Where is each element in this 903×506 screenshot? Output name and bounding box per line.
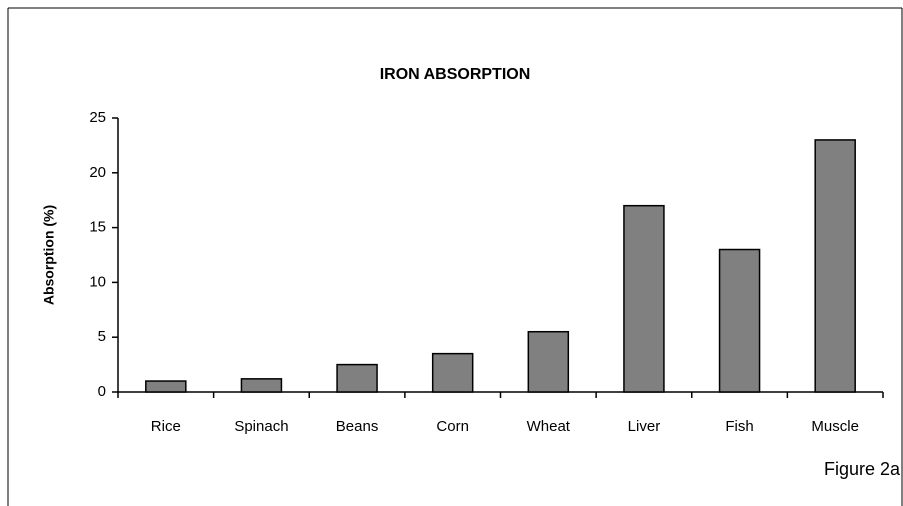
x-tick-label: Rice xyxy=(151,418,181,435)
bar xyxy=(431,352,474,393)
x-tick-label: Liver xyxy=(628,418,661,435)
x-tick-label: Beans xyxy=(336,418,379,435)
y-tick-label: 0 xyxy=(98,383,106,400)
x-tick-label: Wheat xyxy=(527,418,571,435)
y-tick-label: 20 xyxy=(89,164,106,181)
y-tick-label: 15 xyxy=(89,219,106,236)
bar xyxy=(814,139,856,393)
x-tick-label: Fish xyxy=(725,418,753,435)
y-tick-label: 5 xyxy=(98,328,106,345)
bar xyxy=(336,363,378,393)
annotation: Figure 2a xyxy=(824,459,901,479)
y-tick-label: 25 xyxy=(89,109,106,126)
bar xyxy=(240,378,283,393)
chart-title: IRON ABSORPTION xyxy=(380,66,531,83)
bar xyxy=(718,248,761,393)
x-tick-label: Muscle xyxy=(811,418,859,435)
bar xyxy=(527,330,570,393)
bar xyxy=(623,204,665,393)
bar xyxy=(145,380,187,393)
y-axis-label: Absorption (%) xyxy=(41,205,57,305)
y-tick-label: 10 xyxy=(89,273,106,290)
x-tick-label: Corn xyxy=(436,418,469,435)
x-tick-label: Spinach xyxy=(234,418,288,435)
